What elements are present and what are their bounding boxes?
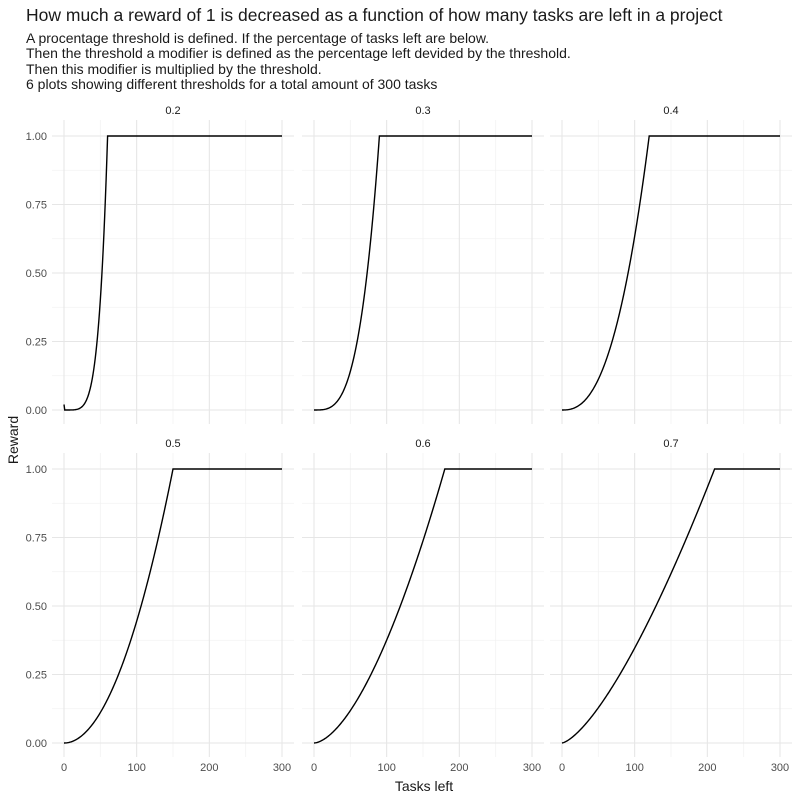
x-tick-label: 100 [377,762,395,774]
x-tick-label: 100 [625,762,643,774]
subtitle-line-1: A procentage threshold is defined. If th… [26,30,490,46]
facet-strip-label: 0.4 [663,105,678,117]
facet-panel-0.4: 0.4 [550,105,792,424]
x-tick-label: 0 [311,762,317,774]
chart-title: How much a reward of 1 is decreased as a… [26,5,723,25]
x-tick-label: 300 [771,762,789,774]
x-tick-label: 200 [450,762,468,774]
x-tick-label: 100 [127,762,145,774]
y-tick-label: 0.00 [26,738,47,750]
y-tick-label: 1.00 [26,464,47,476]
y-tick-label: 0.25 [26,337,47,349]
x-tick-label: 300 [273,762,291,774]
facet-strip-label: 0.3 [415,105,430,117]
x-tick-label: 200 [698,762,716,774]
series-line-0.3 [314,135,532,411]
series-line-0.5 [63,468,282,744]
series-line-0.6 [313,468,532,744]
x-tick-label: 0 [61,762,67,774]
series-line-0.2 [63,135,282,411]
y-tick-label: 0.50 [26,601,47,613]
y-axis-label: Reward [5,416,21,464]
facet-strip-label: 0.7 [663,438,678,450]
y-tick-label: 1.00 [26,131,47,143]
facet-panel-0.6: 0.6 0 100 200 300 [302,438,544,774]
facet-strip-label: 0.6 [415,438,430,450]
facet-panel-0.2: 0.2 0.00 0.25 0.50 0.75 1.00 [26,105,294,424]
subtitle-line-3: Then this modifier is multiplied by the … [26,60,322,77]
facet-strip-label: 0.2 [165,105,180,117]
subtitle-line-4: 6 plots showing different thresholds for… [26,75,438,92]
y-tick-label: 0.25 [26,670,47,682]
y-tick-label: 0.00 [26,405,47,417]
y-tick-label: 0.75 [26,533,47,545]
x-tick-label: 200 [200,762,218,774]
x-axis-label: Tasks left [395,778,453,794]
x-tick-label: 0 [559,762,565,774]
series-line-0.7 [561,468,780,744]
facet-panel-0.7: 0.7 0 100 200 300 [550,438,792,774]
series-line-0.4 [562,135,780,411]
facet-panel-0.3: 0.3 [302,105,544,424]
chart-subtitle: A procentage threshold is defined. If th… [26,30,571,92]
x-tick-label: 300 [523,762,541,774]
facet-panel-0.5: 0.5 0.00 0.25 0.50 0.75 1.00 0 100 200 300 [26,438,294,774]
facet-panels: 0.2 0.00 0.25 0.50 0.75 1.00 0.3 0.4 0.5 0.00 0.25… [26,105,792,774]
y-tick-label: 0.50 [26,268,47,280]
y-tick-label: 0.75 [26,200,47,212]
subtitle-line-2: Then the threshold a modifier is defined… [26,45,571,62]
facet-strip-label: 0.5 [165,438,180,450]
